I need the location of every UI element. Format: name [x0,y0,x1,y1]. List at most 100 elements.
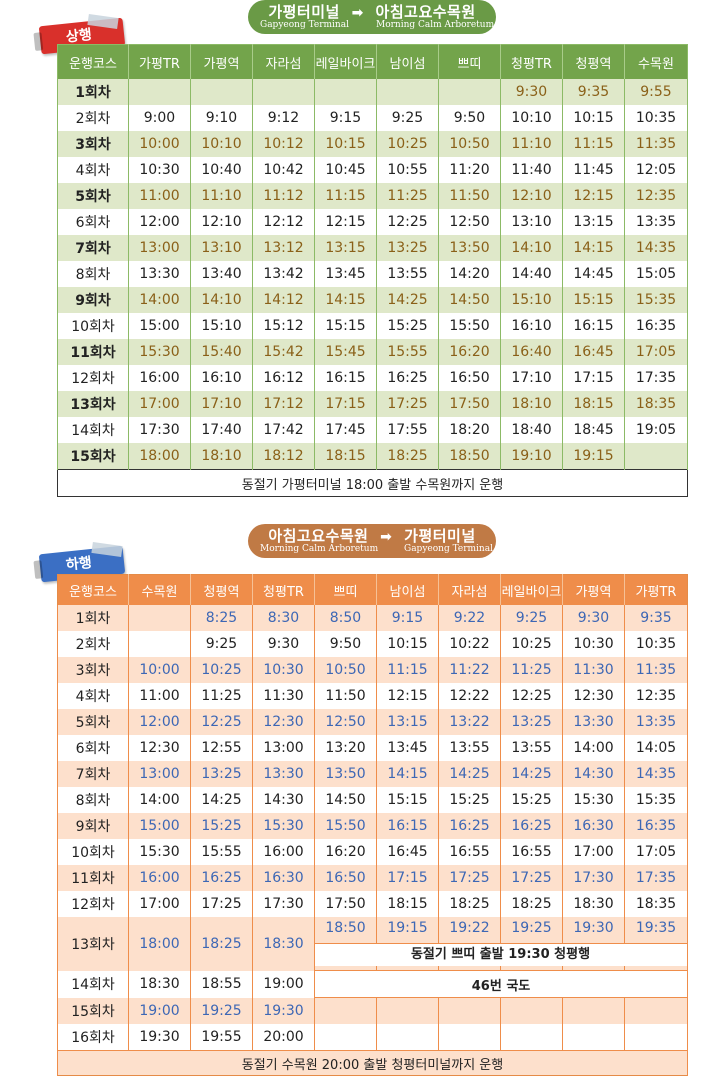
departure-time: 14:30 [252,787,315,813]
empty-cell [500,997,563,1024]
run-label: 14회차 [57,970,129,998]
run-label: 15회차 [57,443,129,470]
departure-time: 11:15 [376,657,439,683]
departure-time: 17:10 [500,365,563,391]
up-col-header: 자라섬 [252,44,315,79]
departure-time: 15:35 [624,287,688,313]
departure-time: 14:15 [562,235,625,261]
run-label: 4회차 [57,683,129,709]
departure-time: 13:15 [376,709,439,735]
departure-time: 11:00 [128,183,191,209]
departure-time: 17:30 [562,865,625,891]
departure-time: 18:25 [376,443,439,470]
departure-time: 14:15 [314,287,377,313]
departure-time: 15:15 [376,787,439,813]
departure-time: 19:00 [128,997,191,1024]
departure-time: 17:45 [314,417,377,443]
departure-time: 15:12 [252,313,315,339]
run-label: 6회차 [57,209,129,235]
departure-time: 9:35 [624,605,688,631]
departure-time: 13:55 [438,735,501,761]
empty-cell [376,997,439,1024]
departure-time: 14:25 [376,287,439,313]
down-col-header: 자라섬 [438,574,501,605]
departure-time: 16:10 [190,365,253,391]
run-label: 8회차 [57,261,129,287]
departure-time: 17:00 [128,391,191,417]
table-row: 10회차 15:00 15:10 15:12 15:15 15:25 15:50 16:10 1… [57,313,688,339]
run-label: 13회차 [57,391,129,417]
table-row: 15회차 19:00 19:25 19:30 [57,997,688,1024]
departure-time: 13:45 [376,735,439,761]
departure-time: 16:30 [252,865,315,891]
run-label: 9회차 [57,287,129,313]
departure-time: 11:35 [624,131,688,157]
departure-time: 12:12 [252,209,315,235]
departure-time: 12:00 [128,709,191,735]
departure-time: 16:35 [624,313,688,339]
table-row: 9회차 15:00 15:25 15:30 15:50 16:15 16:25 16:25 16… [57,813,688,839]
departure-time: 9:25 [376,105,439,131]
table-row: 5회차 11:00 11:10 11:12 11:15 11:25 11:50 12:10 12… [57,183,688,209]
departure-time: 18:50 [438,443,501,470]
empty-cell [314,997,377,1024]
departure-time: 15:30 [128,339,191,365]
departure-time: 12:25 [376,209,439,235]
up-header-row: 운행코스 가평TR 가평역 자라섬 레일바이크 남이섬 쁘띠 청평TR 청평역 수목원 [57,44,688,79]
departure-time: 16:50 [438,365,501,391]
departure-time: 11:30 [252,683,315,709]
departure-time: 10:10 [190,131,253,157]
up-route-to: 아침고요수목원 [375,3,476,21]
down-schedule-table: 운행코스 수목원 청평역 청평TR 쁘띠 남이섬 자라섬 레일바이크 가평역 가평TR 1회차 8:… [57,574,688,1076]
departure-time: 9:25 [190,631,253,657]
departure-time: 16:45 [562,339,625,365]
departure-time: 10:00 [128,131,191,157]
departure-time: 17:40 [190,417,253,443]
departure-time: 15:10 [500,287,563,313]
departure-time: 11:50 [438,183,501,209]
departure-time [252,79,315,105]
departure-time: 13:50 [438,235,501,261]
departure-time: 13:00 [128,761,191,787]
down-route-from: 아침고요수목원 [268,527,369,545]
run-label: 2회차 [57,105,129,131]
departure-time: 13:40 [190,261,253,287]
up-route-from: 가평터미널 [268,3,340,21]
down-route-to: 가평터미널 [404,527,476,545]
departure-time: 14:40 [500,261,563,287]
departure-time [376,79,439,105]
departure-time: 18:15 [376,891,439,917]
departure-time: 15:42 [252,339,315,365]
departure-time: 10:22 [438,631,501,657]
departure-time: 17:50 [314,891,377,917]
table-row: 5회차 12:00 12:25 12:30 12:50 13:15 13:22 13:25 13… [57,709,688,735]
down-col-header: 남이섬 [376,574,439,605]
departure-time: 15:05 [624,261,688,287]
table-row: 7회차 13:00 13:25 13:30 13:50 14:15 14:25 14:25 14… [57,761,688,787]
departure-time: 14:00 [128,787,191,813]
up-route-from-en: Gapyeong Terminal [260,20,349,30]
departure-time: 15:30 [252,813,315,839]
up-col-header: 청평TR [500,44,563,79]
departure-time: 16:00 [128,865,191,891]
departure-time: 17:35 [624,865,688,891]
departure-time [128,79,191,105]
departure-time: 17:00 [128,891,191,917]
empty-cell [438,997,501,1024]
departure-time: 17:25 [500,865,563,891]
departure-time: 16:15 [314,365,377,391]
up-col-header: 레일바이크 [314,44,377,79]
run-label: 15회차 [57,997,129,1024]
departure-time: 12:25 [190,709,253,735]
departure-time: 13:25 [190,761,253,787]
run-label: 6회차 [57,735,129,761]
departure-time: 14:45 [562,261,625,287]
departure-time: 11:25 [376,183,439,209]
run-label: 1회차 [57,79,129,105]
departure-time: 18:12 [252,443,315,470]
departure-time: 18:35 [624,391,688,417]
departure-time: 9:30 [500,79,563,105]
departure-time: 14:00 [562,735,625,761]
table-row: 1회차 8:25 8:30 8:50 9:15 9:22 9:25 9:30 9:35 [57,605,688,631]
departure-time: 10:15 [314,131,377,157]
